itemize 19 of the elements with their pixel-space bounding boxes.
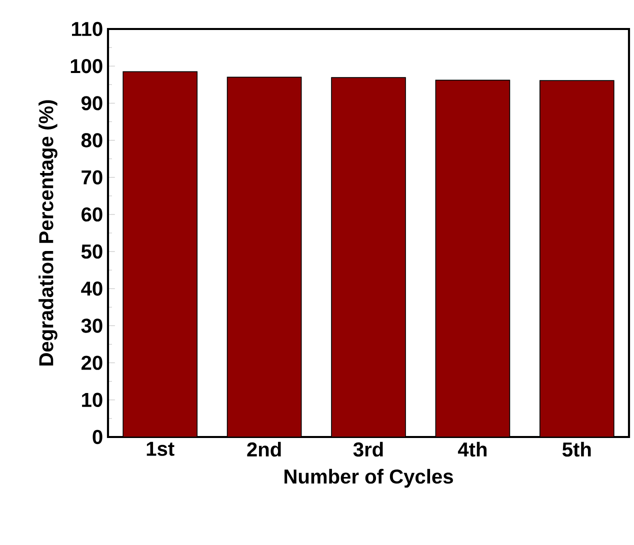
x-tick-label: 1st: [146, 442, 174, 456]
y-tick-label: 90: [81, 96, 102, 110]
y-tick-label: 20: [81, 356, 102, 370]
y-tick-label: 60: [82, 207, 102, 222]
y-tick-label: 50: [81, 244, 102, 259]
x-tick-label: 4th: [458, 442, 487, 457]
y-tick-label: 40: [81, 282, 102, 296]
y-tick-label: 30: [81, 318, 102, 333]
y-tick-label: 110: [72, 22, 102, 36]
x-axis-title: Number of Cycles: [284, 468, 453, 488]
y-axis-title: Degradation Percentage (%): [38, 100, 58, 366]
x-tick-label: 3rd: [353, 442, 383, 457]
y-tick-label: 70: [82, 170, 102, 184]
y-tick-label: 10: [82, 392, 102, 408]
x-tick-label: 2nd: [247, 442, 281, 457]
y-tick-label: 100: [70, 58, 102, 74]
y-tick-label: 80: [81, 133, 102, 148]
y-tick-label: 0: [92, 430, 102, 444]
x-tick-label: 5th: [562, 442, 591, 457]
